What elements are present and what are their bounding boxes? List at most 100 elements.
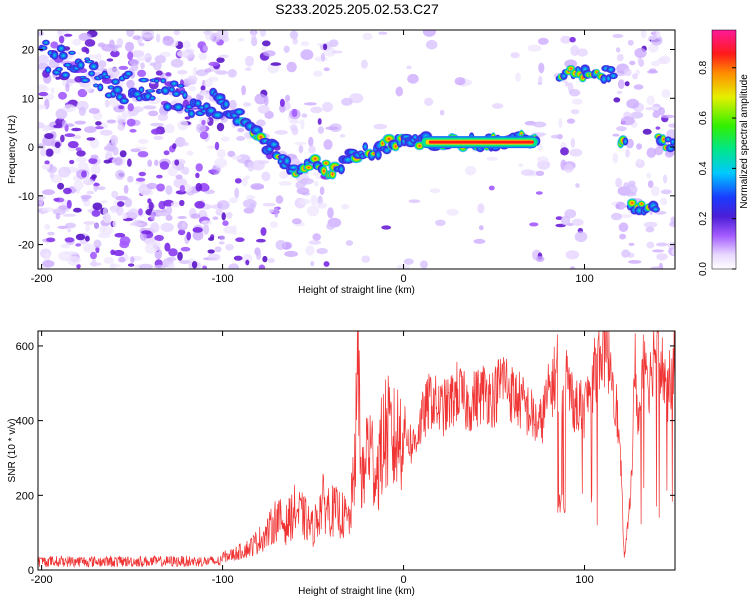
noise-blob: [195, 163, 203, 172]
colorbar-tick-label: 0.0: [698, 262, 709, 276]
noise-blob: [298, 198, 311, 205]
noise-blob: [232, 225, 237, 236]
noise-blob: [331, 50, 343, 54]
noise-blob: [655, 242, 668, 247]
x-axis-label: Height of straight line (km): [298, 285, 415, 296]
noise-blob: [64, 237, 75, 243]
noise-blob: [313, 70, 323, 77]
noise-blob: [478, 225, 484, 231]
snr-trace: [38, 331, 675, 568]
ridge-blob: [148, 95, 156, 101]
ridge-blob: [76, 60, 86, 70]
noise-blob: [406, 65, 412, 70]
noise-blob: [323, 43, 328, 50]
ridge-blob: [118, 97, 130, 105]
noise-blob: [76, 264, 81, 269]
noise-blob: [53, 198, 60, 202]
snr-frame: [37, 330, 676, 571]
noise-blob: [254, 93, 267, 105]
noise-blob: [38, 31, 44, 37]
noise-blob: [289, 120, 302, 124]
noise-blob: [84, 39, 96, 47]
noise-blob: [218, 54, 229, 58]
noise-blob: [486, 156, 498, 161]
noise-blob: [518, 163, 524, 168]
noise-blob: [628, 260, 642, 264]
noise-blob: [200, 85, 206, 91]
noise-blob: [40, 148, 47, 157]
noise-blob: [245, 259, 250, 266]
noise-blob: [620, 116, 635, 126]
noise-blob: [103, 256, 114, 264]
noise-blob: [661, 114, 675, 119]
noise-blob: [292, 38, 298, 45]
noise-blob: [84, 85, 92, 93]
noise-blob: [150, 122, 165, 127]
noise-blob: [274, 130, 288, 135]
noise-blob: [157, 113, 168, 121]
noise-blob: [268, 208, 275, 213]
noise-blob: [38, 196, 44, 207]
noise-blob: [670, 216, 675, 224]
noise-blob: [341, 97, 353, 106]
noise-blob: [300, 41, 310, 47]
noise-blob: [241, 177, 248, 187]
noise-blob: [234, 187, 240, 199]
noise-blob: [225, 211, 233, 219]
noise-blob: [558, 118, 563, 129]
noise-blob: [114, 232, 126, 238]
noise-blob: [538, 75, 543, 85]
noise-blob: [81, 46, 88, 53]
noise-blob: [473, 238, 486, 244]
y-tick-label: 600: [16, 341, 34, 353]
noise-blob: [88, 54, 98, 59]
noise-blob: [179, 199, 185, 207]
noise-blob: [275, 239, 287, 251]
colorbar-tick-label: 0.6: [698, 111, 709, 125]
noise-blob: [395, 86, 404, 97]
noise-blob: [419, 260, 428, 269]
noise-blob: [208, 237, 215, 241]
noise-blob: [173, 30, 180, 36]
ridge-blob: [176, 83, 186, 88]
ridge-blob: [159, 77, 167, 84]
noise-blob: [84, 126, 97, 133]
noise-blob: [188, 85, 197, 92]
noise-blob: [129, 222, 144, 227]
chart-title: S233.2025.205.02.53.C27: [275, 1, 439, 17]
y-tick-label: 0: [28, 142, 34, 154]
noise-blob: [477, 203, 485, 214]
noise-blob: [262, 255, 268, 263]
noise-blob: [106, 67, 120, 78]
noise-blob: [615, 177, 623, 188]
noise-blob: [640, 30, 647, 39]
noise-blob: [233, 255, 243, 261]
noise-blob: [221, 136, 230, 142]
noise-blob: [646, 95, 655, 106]
ridge-blob: [232, 107, 246, 116]
noise-blob: [378, 31, 388, 35]
noise-blob: [201, 119, 206, 126]
noise-blob: [429, 188, 441, 194]
noise-blob: [643, 221, 658, 228]
noise-blob: [170, 201, 181, 208]
noise-blob: [42, 189, 55, 196]
noise-blob: [126, 158, 132, 167]
noise-blob: [44, 224, 51, 230]
colorbar-label: Normalized spectral amplitude: [739, 74, 750, 209]
noise-blob: [117, 201, 125, 207]
colorbar-tick-label: 0.4: [698, 161, 709, 175]
noise-blob: [660, 197, 668, 206]
noise-blob: [626, 98, 640, 109]
noise-blob: [186, 150, 194, 156]
noise-blob: [527, 44, 542, 52]
noise-blob: [50, 87, 55, 94]
noise-blob: [65, 82, 70, 92]
noise-blob: [256, 119, 266, 127]
noise-blob: [571, 218, 584, 226]
noise-blob: [251, 30, 257, 42]
ridge-blob: [171, 90, 181, 98]
ridge-blob: [60, 71, 71, 79]
noise-blob: [619, 214, 633, 218]
noise-blob: [116, 38, 124, 47]
